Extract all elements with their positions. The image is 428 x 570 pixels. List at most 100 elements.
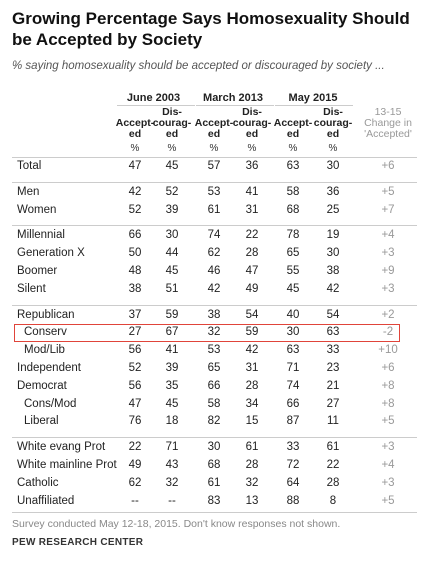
change-cell: +5	[381, 415, 395, 428]
rule	[12, 437, 417, 439]
cell: 45	[165, 397, 179, 410]
cell: 45	[165, 160, 179, 172]
cell: 61	[207, 476, 221, 489]
cell: 41	[165, 344, 179, 357]
column-header: Accept-	[194, 117, 234, 129]
cell: 62	[128, 476, 142, 489]
change-cell: +4	[381, 459, 395, 471]
cell: 28	[326, 476, 340, 489]
footnote: Survey conducted May 12-18, 2015. Don't …	[12, 518, 341, 530]
row-label: Democrat	[17, 379, 67, 392]
cell: 48	[128, 265, 142, 277]
column-header: Dis-	[323, 106, 343, 118]
cell: 45	[165, 265, 179, 277]
cell: 51	[165, 282, 179, 295]
unit: %	[209, 143, 219, 154]
column-header: Accept-	[115, 117, 155, 129]
cell: 33	[326, 344, 340, 357]
cell: 61	[207, 203, 221, 216]
highlight	[14, 324, 400, 343]
cell: 22	[245, 229, 259, 242]
cell: 68	[207, 459, 221, 471]
cell: 35	[165, 379, 179, 392]
cell: 32	[245, 476, 259, 489]
unit: %	[130, 143, 140, 154]
cell: 38	[326, 265, 340, 277]
cell: 21	[326, 379, 340, 392]
cell: 39	[165, 203, 179, 216]
change-cell: +9	[381, 265, 395, 277]
cell: --	[131, 494, 139, 507]
change-cell: +3	[381, 476, 395, 489]
row-label: White mainline Prot	[17, 459, 117, 471]
cell: 32	[165, 476, 179, 489]
cell: --	[168, 494, 176, 507]
change-cell: +7	[381, 203, 395, 216]
row-label: Republican	[17, 308, 75, 321]
cell: 64	[286, 476, 300, 489]
cell: 66	[207, 379, 221, 392]
rule	[12, 157, 417, 158]
cell: 58	[207, 397, 221, 410]
cell: 88	[286, 494, 300, 507]
cell: 28	[245, 379, 259, 392]
cell: 54	[326, 308, 340, 321]
row-label: Men	[17, 185, 40, 198]
row-label: Catholic	[17, 476, 59, 489]
cell: 38	[207, 308, 221, 321]
row-label: Total	[17, 160, 42, 172]
cell: 87	[286, 415, 300, 428]
change-cell: +8	[381, 379, 395, 392]
row-label: White evang Prot	[17, 441, 106, 454]
row-label: Cons/Mod	[24, 397, 77, 410]
row-label: Unaffiliated	[17, 494, 75, 507]
column-header: Accept-	[273, 117, 313, 129]
rule	[12, 181, 417, 183]
cell: 57	[207, 160, 221, 172]
row-label: Liberal	[24, 415, 59, 428]
column-header: ed	[207, 128, 221, 140]
cell: 82	[207, 415, 221, 428]
cell: 43	[165, 459, 179, 471]
cell: 30	[326, 160, 340, 172]
cell: 61	[245, 441, 259, 454]
cell: 30	[286, 326, 300, 339]
change-cell: +3	[381, 441, 395, 454]
cell: 25	[326, 203, 340, 216]
cell: 74	[286, 379, 300, 392]
unit: %	[288, 143, 298, 154]
cell: 37	[128, 308, 142, 321]
row-label: Women	[17, 203, 57, 216]
cell: 28	[245, 247, 259, 260]
cell: 40	[286, 308, 300, 321]
cell: 66	[286, 397, 300, 410]
row-label: Conserv	[24, 326, 67, 339]
change-cell: +6	[381, 362, 395, 374]
unit: %	[167, 143, 177, 154]
cell: 53	[207, 344, 221, 357]
subtitle: % saying homosexuality should be accepte…	[12, 60, 385, 72]
cell: 23	[326, 362, 340, 374]
cell: 44	[165, 247, 179, 260]
cell: 67	[165, 326, 179, 339]
cell: 63	[286, 344, 300, 357]
cell: 46	[207, 265, 221, 277]
cell: 65	[286, 247, 300, 260]
cell: 47	[128, 160, 142, 172]
cell: 53	[207, 185, 221, 198]
change-cell: +5	[381, 185, 395, 198]
cell: 49	[128, 459, 142, 471]
cell: 36	[326, 185, 340, 198]
cell: 13	[245, 494, 259, 507]
change-cell: +10	[378, 344, 398, 357]
change-cell: +3	[381, 282, 395, 295]
cell: 56	[128, 344, 142, 357]
row-label: Generation X	[17, 247, 85, 260]
row-label: Independent	[17, 362, 81, 374]
cell: 33	[286, 441, 300, 454]
column-header: courag-	[313, 117, 353, 129]
title: Growing Percentage Says Homosexuality Sh…	[12, 9, 410, 49]
rule	[12, 304, 417, 306]
cell: 8	[329, 494, 337, 507]
